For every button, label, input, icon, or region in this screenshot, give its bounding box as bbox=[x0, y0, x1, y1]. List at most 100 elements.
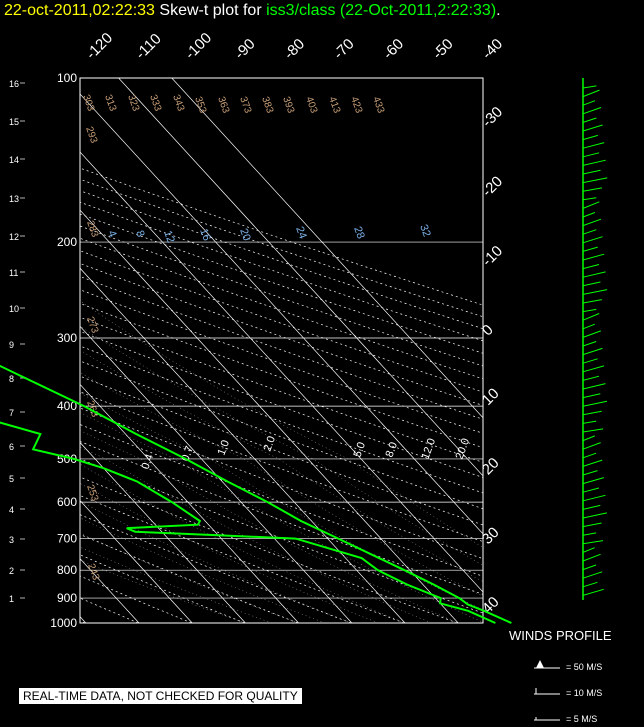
isotherm-top-label: -60 bbox=[380, 35, 407, 62]
wind-barb bbox=[582, 532, 597, 536]
wind-barb bbox=[582, 89, 600, 98]
moist-adiabat-label: 8.0 bbox=[384, 441, 401, 459]
dry-adiabat-label: 323 bbox=[125, 93, 141, 113]
isotherm-line bbox=[80, 325, 353, 623]
dry-adiabat-label: 343 bbox=[170, 93, 186, 113]
mixing-ratio-label: 32 bbox=[417, 223, 432, 239]
moist-adiabat-label: 2.0 bbox=[262, 435, 279, 453]
height-tick-label: 5 bbox=[9, 474, 14, 484]
height-tick-label: 6 bbox=[9, 442, 14, 452]
wind-barb bbox=[582, 477, 604, 485]
plot-frame bbox=[79, 77, 484, 624]
pressure-tick-label: 200 bbox=[57, 235, 77, 249]
wind-barb bbox=[582, 452, 597, 459]
isotherm-line bbox=[80, 209, 459, 623]
wind-barb bbox=[582, 547, 595, 553]
height-tick-label: 7 bbox=[9, 408, 14, 418]
isotherm-line bbox=[80, 267, 406, 623]
wind-barb bbox=[582, 470, 598, 476]
wind-barb bbox=[582, 553, 601, 562]
isotherm-top-label: -120 bbox=[83, 30, 116, 63]
wind-barb bbox=[582, 459, 603, 467]
wind-barb bbox=[582, 218, 602, 227]
moist-adiabat-line bbox=[80, 532, 299, 623]
isotherm-right-label: 0 bbox=[479, 321, 497, 339]
dry-adiabat-label: 283 bbox=[84, 219, 100, 239]
height-tick-label: 4 bbox=[9, 505, 14, 515]
wind-barb bbox=[582, 420, 597, 424]
wind-barb bbox=[582, 299, 602, 304]
wind-barb bbox=[582, 487, 600, 493]
wind-barb bbox=[582, 177, 608, 184]
wind-barb bbox=[582, 264, 600, 270]
wind-barb bbox=[582, 347, 603, 356]
wind-barb bbox=[582, 289, 608, 295]
wind-barb bbox=[582, 442, 601, 450]
isotherm-line bbox=[80, 151, 483, 593]
height-tick-label: 14 bbox=[9, 155, 19, 165]
height-tick-label: 2 bbox=[9, 566, 14, 576]
pressure-tick-label: 1000 bbox=[50, 616, 77, 630]
dry-adiabat-label: 263 bbox=[84, 399, 100, 419]
wind-barb bbox=[582, 253, 605, 261]
moist-adiabat-label: 12.0 bbox=[420, 437, 439, 461]
pressure-tick-label: 600 bbox=[57, 495, 77, 509]
dry-adiabat-label: 413 bbox=[326, 95, 342, 115]
dry-adiabat-label: 423 bbox=[348, 95, 364, 115]
wind-barb bbox=[582, 512, 608, 519]
isotherm-top-label: -90 bbox=[231, 35, 258, 62]
wind-barb bbox=[582, 229, 597, 235]
dry-adiabat-line bbox=[80, 441, 483, 595]
wind-barb bbox=[582, 308, 597, 313]
moist-adiabat-label: 1.0 bbox=[216, 439, 233, 457]
dry-adiabat-line bbox=[80, 391, 483, 542]
dry-adiabat-line bbox=[80, 554, 245, 623]
dry-adiabat-line bbox=[80, 213, 483, 354]
wind-barb bbox=[582, 323, 595, 330]
dry-adiabat-line bbox=[80, 575, 192, 623]
wind-barb bbox=[582, 393, 601, 399]
wind-barb bbox=[582, 341, 597, 347]
timestamp: 22-oct-2011,02:22:33 bbox=[4, 2, 155, 19]
wind-barb bbox=[582, 571, 603, 579]
dry-adiabat-line bbox=[80, 289, 483, 434]
height-tick-label: 9 bbox=[9, 340, 14, 350]
mixing-ratio-label: 12 bbox=[161, 229, 176, 245]
isotherm-line bbox=[80, 499, 193, 623]
mixing-ratio-label: 20 bbox=[237, 227, 252, 243]
wind-barb bbox=[582, 435, 595, 442]
moist-adiabat-line bbox=[80, 349, 483, 582]
dry-adiabat-label: 383 bbox=[259, 95, 275, 115]
wind-barb bbox=[582, 581, 598, 588]
wind-barb bbox=[582, 85, 597, 89]
dewpoint-trace bbox=[0, 421, 496, 624]
moist-adiabat-line bbox=[80, 371, 483, 597]
wind-barb bbox=[582, 197, 597, 201]
height-tick-label: 12 bbox=[9, 232, 19, 242]
wind-barb bbox=[582, 117, 597, 123]
wind-barb bbox=[582, 504, 601, 510]
pressure-tick-label: 700 bbox=[57, 532, 77, 546]
winds-profile-title: WINDS PROFILE bbox=[509, 628, 612, 643]
isotherm-line bbox=[80, 93, 483, 535]
wind-barb bbox=[582, 383, 606, 390]
chart-title: 22-oct-2011,02:22:33 Skew-t plot for iss… bbox=[4, 2, 501, 20]
wind-barb bbox=[582, 201, 600, 209]
wind-barb bbox=[582, 134, 598, 141]
dry-adiabat-line bbox=[80, 514, 352, 623]
wind-barb bbox=[582, 564, 597, 571]
wind-barb bbox=[582, 588, 604, 596]
pressure-tick-label: 300 bbox=[57, 331, 77, 345]
title-suffix: . bbox=[496, 2, 501, 19]
title-prefix: Skew-t plot for bbox=[159, 2, 262, 19]
wind-barb bbox=[582, 271, 606, 278]
dry-adiabat-label: 373 bbox=[237, 95, 253, 115]
wind-barb bbox=[582, 142, 605, 149]
dry-adiabat-label: 363 bbox=[215, 95, 231, 115]
wind-barb bbox=[582, 428, 604, 433]
wind-barb bbox=[582, 107, 602, 115]
dry-adiabat-line bbox=[80, 534, 298, 623]
isotherm-top-label: -110 bbox=[132, 30, 164, 62]
dry-adiabat-line bbox=[80, 178, 483, 318]
wind-barb bbox=[582, 169, 601, 175]
